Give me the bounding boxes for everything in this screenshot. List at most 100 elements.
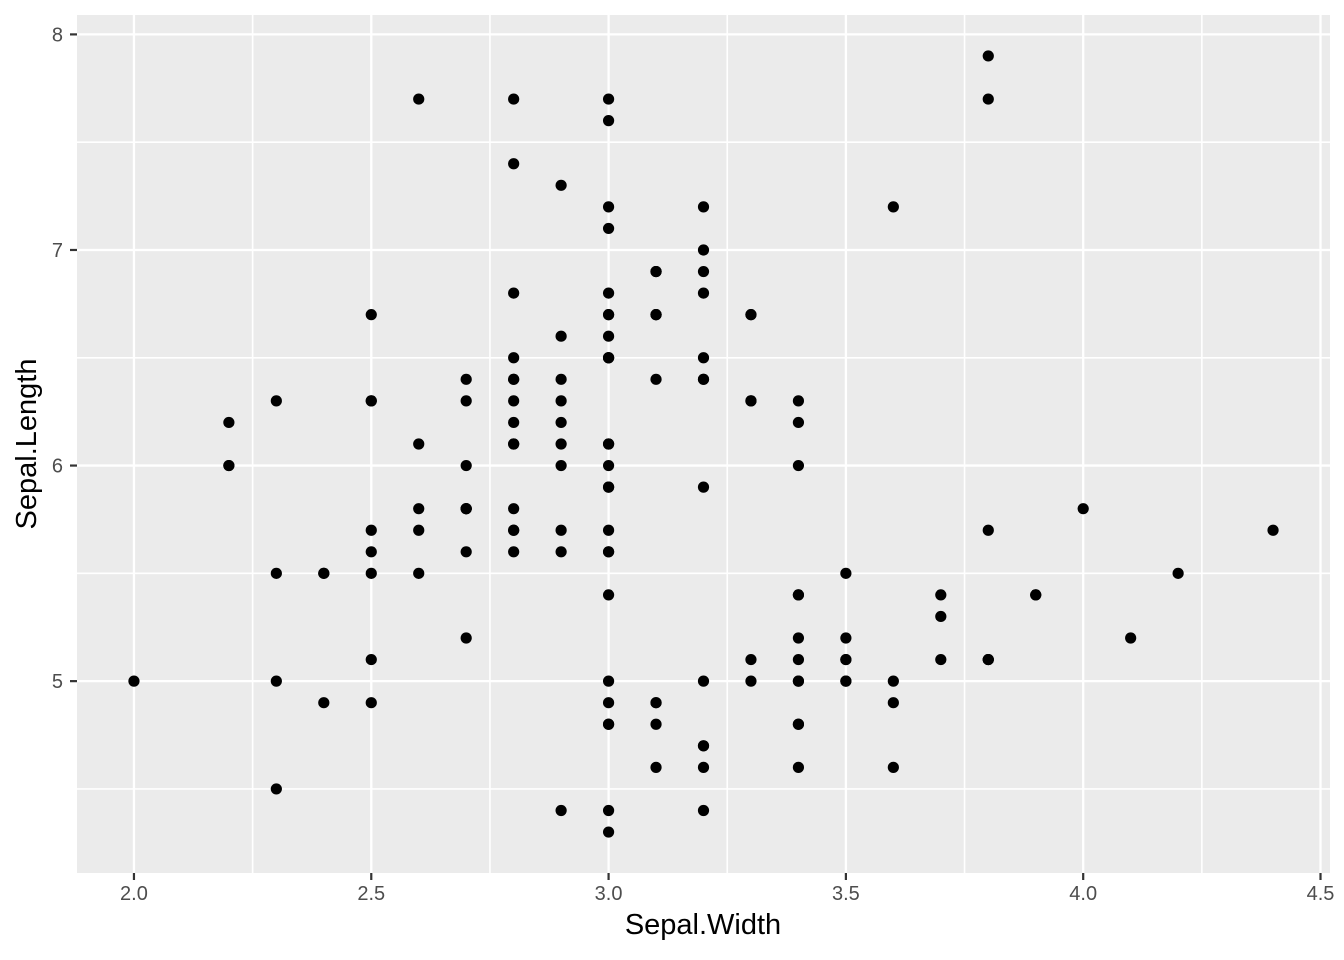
data-point (1125, 632, 1137, 644)
x-tick-label: 3.5 (832, 883, 860, 905)
data-point (318, 697, 330, 709)
y-tick-label: 6 (52, 456, 63, 478)
data-point (792, 718, 805, 730)
x-tick-label: 2.5 (357, 883, 385, 905)
data-point (602, 201, 615, 213)
data-point (697, 287, 710, 299)
data-point (365, 395, 377, 407)
data-point (602, 826, 615, 838)
data-point (697, 244, 710, 256)
data-point (555, 330, 567, 342)
data-point (413, 438, 425, 450)
data-point (1172, 567, 1184, 579)
data-point (270, 567, 282, 579)
data-point (460, 459, 472, 472)
data-point (460, 632, 472, 644)
data-point (555, 416, 567, 429)
data-point (270, 675, 282, 687)
data-point (697, 740, 710, 752)
data-point (602, 352, 615, 364)
data-point (650, 373, 662, 385)
data-point (602, 93, 615, 105)
data-point (223, 459, 235, 472)
data-point (602, 222, 615, 235)
y-tick-label: 7 (52, 240, 63, 262)
data-point (602, 697, 615, 709)
data-point (982, 93, 994, 105)
data-point (223, 416, 235, 429)
data-point (697, 265, 710, 278)
data-point (650, 309, 662, 321)
data-point (508, 524, 520, 536)
data-point (460, 546, 472, 558)
data-point (555, 459, 567, 472)
data-point (745, 675, 757, 687)
x-tick-label: 3.0 (595, 883, 623, 905)
data-point (840, 567, 852, 579)
data-point (365, 653, 377, 666)
data-points (128, 50, 1279, 838)
data-point (935, 653, 947, 666)
data-point (602, 589, 615, 601)
data-point (555, 546, 567, 558)
data-point (602, 524, 615, 536)
data-point (365, 524, 377, 536)
data-point (508, 546, 520, 558)
major-gridlines (77, 15, 1330, 873)
data-point (508, 438, 520, 450)
data-point (840, 653, 852, 666)
x-tick-label: 4.0 (1069, 883, 1097, 905)
data-point (508, 158, 520, 170)
data-point (602, 481, 615, 493)
plot-panel (77, 15, 1330, 873)
data-point (887, 201, 899, 213)
data-point (508, 287, 520, 299)
data-point (792, 589, 805, 601)
data-point (318, 567, 330, 579)
data-point (792, 395, 805, 407)
data-point (887, 761, 899, 773)
data-point (602, 309, 615, 321)
data-point (982, 524, 994, 536)
data-point (887, 697, 899, 709)
data-point (460, 503, 472, 515)
data-point (935, 610, 947, 623)
data-point (792, 416, 805, 429)
y-axis-title: Sepal.Length (11, 359, 43, 530)
data-point (508, 416, 520, 429)
x-axis-title: Sepal.Width (625, 909, 781, 941)
minor-gridlines (77, 15, 1330, 873)
axis-tick-marks (70, 33, 1322, 880)
data-point (982, 50, 994, 62)
data-point (555, 438, 567, 450)
data-point (935, 589, 947, 601)
data-point (840, 675, 852, 687)
data-point (602, 438, 615, 450)
data-point (792, 653, 805, 666)
data-point (413, 524, 425, 536)
data-point (602, 459, 615, 472)
data-point (840, 632, 852, 644)
data-point (650, 761, 662, 773)
data-point (697, 373, 710, 385)
x-tick-label: 2.0 (120, 883, 148, 905)
data-point (270, 395, 282, 407)
data-point (745, 653, 757, 666)
data-point (697, 201, 710, 213)
data-point (602, 546, 615, 558)
data-point (602, 718, 615, 730)
data-point (413, 567, 425, 579)
data-point (508, 373, 520, 385)
data-point (697, 675, 710, 687)
data-point (697, 804, 710, 817)
data-point (555, 179, 567, 191)
data-point (128, 675, 140, 687)
data-point (602, 287, 615, 299)
data-point (508, 93, 520, 105)
data-point (887, 675, 899, 687)
data-point (745, 395, 757, 407)
data-point (365, 697, 377, 709)
data-point (555, 395, 567, 407)
